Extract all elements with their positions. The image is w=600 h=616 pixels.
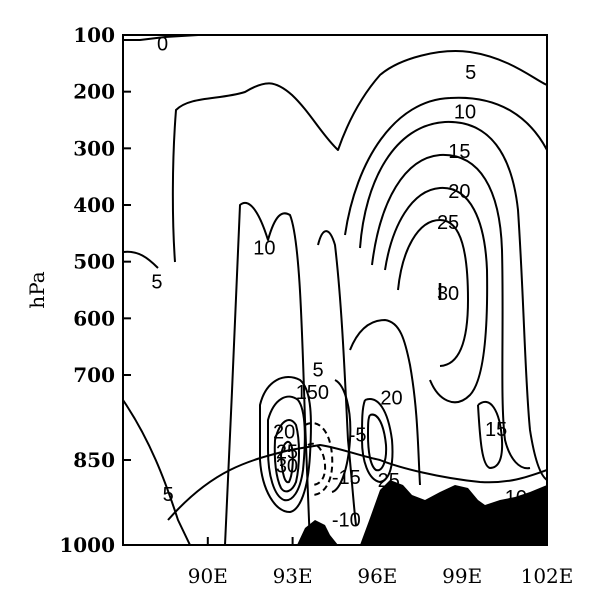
contour-line [477, 401, 504, 469]
negative-contour [307, 442, 327, 486]
x-tick-label: 93E [273, 564, 313, 588]
contour-line [123, 399, 191, 545]
contour-value-label: 0 [451, 498, 462, 520]
contour-line [361, 398, 394, 483]
contour-value-label: 5 [312, 359, 323, 381]
contour-value-label: 30 [276, 456, 298, 478]
negative-contour [304, 422, 334, 496]
axis-tick-labels: 90E 93E 96E 99E 102E100200300400500600700850… [59, 23, 573, 588]
contour-line [273, 419, 300, 493]
contour-value-label: 25 [378, 470, 400, 492]
contour-value-label: 150 [296, 382, 329, 404]
contour-line [367, 413, 388, 472]
y-axis-label: hPa [25, 271, 49, 308]
contour-value-label: 25 [276, 442, 298, 464]
contour-value-label: 20 [380, 388, 402, 410]
y-tick-label: 1000 [59, 533, 115, 557]
contour-value-label: 20 [448, 181, 470, 203]
terrain-fill [297, 480, 547, 545]
contour-line [259, 376, 312, 513]
contour-value-label: 30 [437, 283, 459, 305]
contour-line [331, 379, 352, 493]
contour-line [344, 96, 547, 236]
contour-value-label: 10 [505, 487, 527, 509]
contour-line [317, 230, 357, 526]
contour-value-label: -15 [332, 467, 361, 489]
y-tick-label: 700 [73, 363, 115, 387]
contour-line [171, 50, 547, 263]
y-tick-label: 600 [73, 306, 115, 330]
contour-value-label: -10 [332, 510, 361, 532]
y-tick-label: 850 [73, 448, 115, 472]
contour-value-label: 25 [437, 212, 459, 234]
x-tick-label: 99E [442, 564, 482, 588]
contour-value-label: 5 [465, 62, 476, 84]
y-tick-label: 300 [73, 136, 115, 160]
y-tick-label: 200 [73, 80, 115, 104]
contour-value-label: 15 [485, 419, 507, 441]
contour-value-label: 5 [151, 272, 162, 294]
contour-value-label: -5 [349, 425, 367, 447]
contour-line [167, 444, 547, 521]
contour-line [349, 319, 421, 486]
y-tick-label: 500 [73, 250, 115, 274]
y-tick-label: 400 [73, 193, 115, 217]
x-tick-label: 96E [357, 564, 397, 588]
contour-line [280, 440, 294, 484]
contour-line [123, 250, 159, 269]
plot-frame [122, 34, 548, 546]
contour-line [397, 219, 469, 367]
contour-line [267, 395, 306, 502]
axis-ticks [123, 34, 548, 546]
contour-value-label: 15 [448, 141, 470, 163]
contour-value-label: 10 [253, 238, 275, 260]
contour-value-label: 10 [454, 102, 476, 124]
contour-line [359, 120, 547, 481]
y-tick-label: 100 [73, 23, 115, 47]
x-tick-label: 102E [521, 564, 574, 588]
contour-value-label: 0 [157, 34, 168, 56]
contour-value-label: 20 [273, 422, 295, 444]
contour-line [224, 202, 311, 545]
contour-line [384, 186, 489, 404]
x-tick-label: 90E [188, 564, 228, 588]
contour-value-label: 5 [163, 484, 174, 506]
contour-line [371, 153, 531, 470]
